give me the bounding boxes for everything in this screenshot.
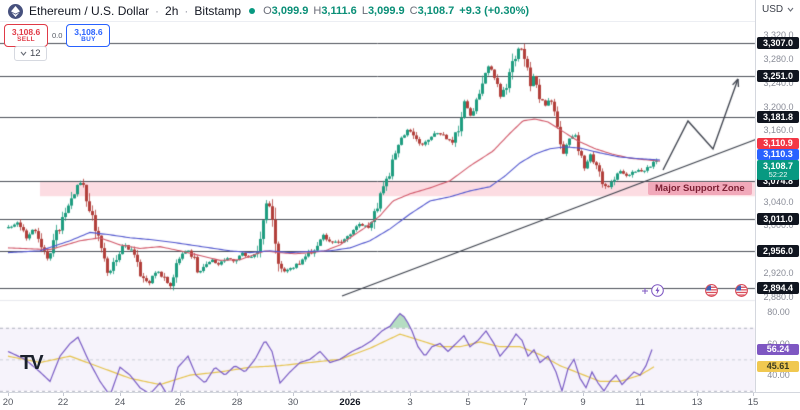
level-price-label: 2,956.0 xyxy=(757,245,799,258)
ask-price-label: 3,110.9 xyxy=(757,138,799,149)
price-tick-label: 3,160.0 xyxy=(763,125,794,136)
time-label: 3 xyxy=(407,397,413,408)
level-price-label: 3,181.8 xyxy=(757,111,799,124)
symbol-title[interactable]: Ethereum / U.S. Dollar xyxy=(29,4,150,18)
close-label: C xyxy=(409,5,418,17)
close-value: 3,108.7 xyxy=(417,5,455,17)
rsi-tick-label: 60.00 xyxy=(756,339,800,349)
level-price-label: 3,011.0 xyxy=(757,212,799,225)
currency-label: USD xyxy=(762,4,784,15)
high-label: H xyxy=(313,5,322,17)
time-label: 24 xyxy=(114,397,126,408)
price-axis[interactable]: USD 3,320.0 3,280.0 3,240.0 3,200.0 3,160.0 3… xyxy=(755,0,800,392)
time-tick xyxy=(583,393,584,396)
time-tick xyxy=(468,393,469,396)
rsi-tick-label: 80.00 xyxy=(767,307,790,317)
us-flag-event-icon[interactable] xyxy=(705,284,718,297)
time-tick xyxy=(237,393,238,396)
spread-value: 0.0 xyxy=(52,31,63,40)
buy-label: BUY xyxy=(81,35,96,43)
low-label: L xyxy=(361,5,368,17)
time-label: 30 xyxy=(287,397,299,408)
support-zone-label[interactable]: Major Support Zone xyxy=(648,182,752,195)
time-label: 7 xyxy=(522,397,528,408)
last-price-label: 3,108.7 52:22 xyxy=(757,160,799,180)
chevron-down-icon xyxy=(787,7,794,12)
symbol-toolbar: Ethereum / U.S. Dollar · 2h · Bitstamp O… xyxy=(8,3,529,19)
tradingview-logo[interactable]: TV xyxy=(20,352,44,374)
high-value: 3,111.6 xyxy=(321,5,357,17)
open-value: 3,099.9 xyxy=(271,5,309,17)
time-tick xyxy=(697,393,698,396)
time-label: 5 xyxy=(465,397,471,408)
price-tick-label: 3,320.0 xyxy=(763,30,794,41)
price-tick-label: 3,040.0 xyxy=(763,196,794,207)
year-label: 2026 xyxy=(339,397,361,408)
open-label: O xyxy=(263,5,272,17)
alert-group xyxy=(641,284,664,297)
price-tick-label: 3,280.0 xyxy=(763,54,794,65)
sell-label: SELL xyxy=(17,35,35,43)
level-price-label: 3,251.0 xyxy=(757,70,799,83)
low-value: 3,099.9 xyxy=(367,5,405,17)
time-tick xyxy=(293,393,294,396)
time-label: 11 xyxy=(635,397,645,408)
time-label: 20 xyxy=(2,397,14,408)
time-label: 13 xyxy=(691,397,703,408)
buy-price: 3,108.6 xyxy=(74,26,103,37)
us-flag-event-icon[interactable] xyxy=(735,284,748,297)
time-label: 15 xyxy=(747,397,759,408)
price-tick-label: 3,200.0 xyxy=(763,101,794,112)
level-price-label: 2,894.4 xyxy=(757,282,799,294)
ohlc-values: O3,099.9 H3,111.6 L3,099.9 C3,108.7 +9.3… xyxy=(263,5,529,17)
buy-button[interactable]: 3,108.6 BUY xyxy=(66,24,111,47)
price-tick-label: 2,920.0 xyxy=(763,267,794,278)
chevron-down-icon xyxy=(20,51,27,56)
trade-panel: 3,108.6 SELL 0.0 3,108.6 BUY xyxy=(4,24,111,47)
time-label: 22 xyxy=(57,397,69,408)
change-value: +9.3 (+0.30%) xyxy=(459,5,530,17)
time-label: 28 xyxy=(231,397,243,408)
ethereum-icon xyxy=(8,3,23,19)
time-tick xyxy=(525,393,526,396)
price-tick-label: 3,000.0 xyxy=(763,220,794,231)
market-status-dot[interactable] xyxy=(249,8,256,14)
level-price-label: 3,307.0 xyxy=(757,37,799,49)
indicators-collapse-chip[interactable]: 12 xyxy=(14,46,47,61)
time-tick xyxy=(640,393,641,396)
indicators-count: 12 xyxy=(30,48,41,59)
time-label: 26 xyxy=(174,397,186,408)
currency-dropdown[interactable]: USD xyxy=(762,4,794,15)
time-tick xyxy=(120,393,121,396)
time-tick xyxy=(753,393,754,396)
exchange-name[interactable]: Bitstamp xyxy=(194,4,242,18)
time-label: 9 xyxy=(580,397,586,408)
time-tick xyxy=(8,393,9,396)
rsi-value-label: 56.24 xyxy=(757,344,799,356)
time-tick xyxy=(180,393,181,396)
price-tick-label: 3,240.0 xyxy=(763,77,794,88)
sell-price: 3,108.6 xyxy=(11,26,41,37)
time-axis[interactable]: 20 22 24 26 28 30 2026 3 5 7 9 11 13 15 xyxy=(0,392,800,410)
bar-countdown: 52:22 xyxy=(768,170,788,179)
rsi-tick-label: 40.00 xyxy=(767,370,790,381)
time-tick xyxy=(350,393,351,396)
interval-selector[interactable]: 2h xyxy=(165,4,179,18)
price-tick-label: 2,880.0 xyxy=(763,291,794,302)
separator: · xyxy=(155,4,160,18)
toolbar-divider xyxy=(0,21,800,22)
time-tick xyxy=(410,393,411,396)
rsi-ma-value-label: 45.61 xyxy=(757,361,799,373)
separator: · xyxy=(184,4,189,18)
alert-lightning-icon[interactable] xyxy=(651,284,664,297)
bid-price-label: 3,110.3 xyxy=(757,149,799,160)
sell-button[interactable]: 3,108.6 SELL xyxy=(4,24,48,47)
time-tick xyxy=(63,393,64,396)
plus-icon[interactable] xyxy=(641,287,649,295)
